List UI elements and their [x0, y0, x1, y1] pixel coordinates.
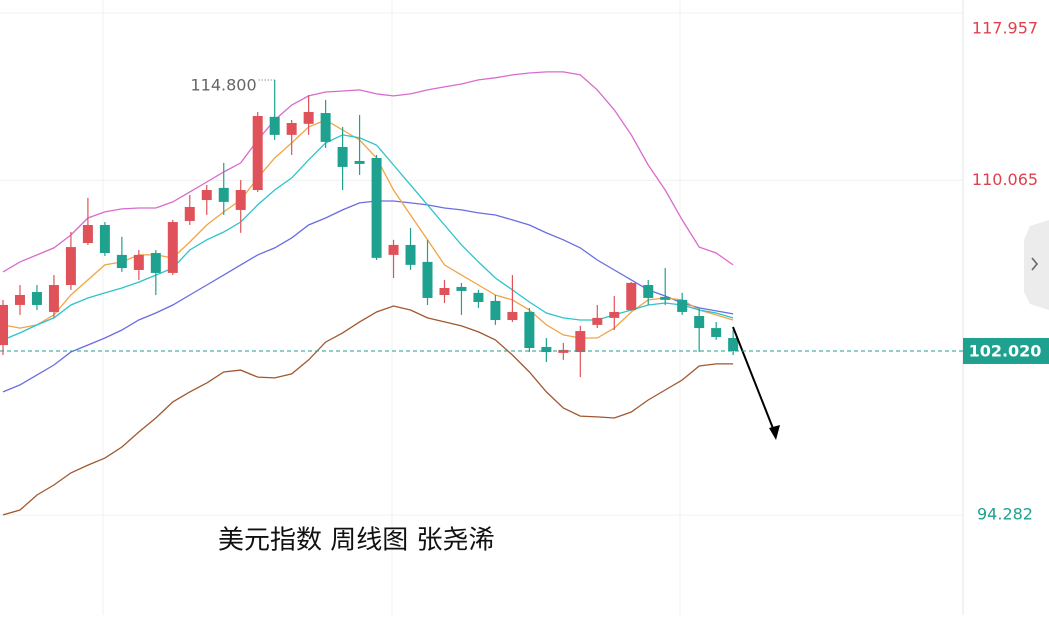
candle-body: [354, 160, 365, 164]
candle-body: [286, 123, 297, 135]
candle-body: [218, 187, 229, 202]
plot: [0, 12, 963, 516]
candle-body: [388, 244, 399, 255]
arrow: [732, 326, 777, 437]
candle-body: [507, 311, 518, 321]
candle-body: [643, 285, 654, 298]
candle-body: [252, 116, 263, 191]
candle-body: [524, 311, 535, 349]
candle-body: [609, 311, 620, 318]
y-tick-label: 94.282: [977, 505, 1033, 524]
candle-body: [150, 252, 161, 273]
candle-body: [82, 225, 93, 244]
indicator-line: [2, 305, 734, 516]
candle-body: [133, 254, 144, 270]
candle-body: [456, 286, 467, 291]
candle-body: [728, 338, 739, 351]
indicator-line: [2, 200, 734, 393]
candle-body: [660, 296, 671, 300]
candle-body: [711, 328, 722, 337]
candle-body: [592, 317, 603, 325]
arrow-head: [769, 425, 780, 440]
candle-body: [473, 292, 484, 302]
candle-body: [422, 261, 433, 298]
chart-title: 美元指数 周线图 张尧浠: [218, 526, 495, 556]
candle-body: [0, 304, 8, 346]
candle-body: [337, 146, 348, 167]
indicator-line: [2, 134, 734, 341]
chevron: [1031, 257, 1039, 271]
candle-body: [99, 225, 110, 253]
candle-body: [14, 294, 25, 305]
candle-body: [48, 285, 59, 312]
candle-body: [303, 111, 314, 124]
candle-body: [490, 300, 501, 321]
candle-body: [439, 287, 450, 295]
candle-body: [184, 206, 195, 221]
last-price-label: 102.020: [969, 341, 1042, 360]
candle-body: [541, 346, 552, 353]
candle-body: [371, 157, 382, 258]
candle-body: [235, 190, 246, 210]
candle-body: [65, 247, 76, 286]
y-tick-label: 117.957: [972, 19, 1038, 38]
candle-body: [31, 292, 42, 305]
high-label: 114.800: [191, 75, 257, 94]
candle-body: [167, 222, 178, 273]
indicator-line: [2, 71, 734, 273]
candle-body: [269, 116, 280, 135]
candle-body: [626, 282, 637, 311]
y-tick-label: 110.065: [972, 170, 1038, 189]
last-price-box: [963, 337, 1049, 364]
candle-body: [694, 315, 705, 329]
candle-body: [677, 299, 688, 312]
candle-body: [320, 113, 331, 142]
candle-body: [575, 331, 586, 353]
candle-body: [201, 190, 212, 200]
candle-body: [116, 254, 127, 269]
indicator-line: [2, 119, 734, 339]
candle-body: [405, 244, 416, 265]
